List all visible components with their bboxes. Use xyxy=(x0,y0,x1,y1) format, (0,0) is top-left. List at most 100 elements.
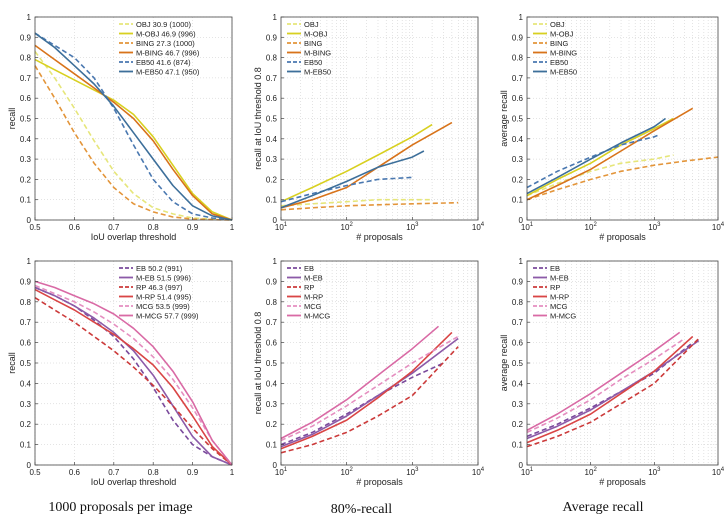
x-tick-label: 104 xyxy=(472,467,485,477)
series-line-m-mcg xyxy=(280,325,440,440)
y-axis-label: average recall xyxy=(499,335,509,392)
series-line-rp xyxy=(526,337,700,448)
legend-entry: BING xyxy=(304,39,323,48)
y-tick-label: 0.6 xyxy=(20,339,32,348)
x-tick-label: 0.6 xyxy=(69,223,81,232)
y-tick-label: 0.3 xyxy=(20,400,32,409)
y-tick-label: 0.6 xyxy=(512,94,524,103)
legend-entry: EB50 xyxy=(550,58,568,67)
legend-entry: EB xyxy=(304,264,314,273)
series-line-obj xyxy=(34,51,233,221)
series-line-m-obj xyxy=(34,58,233,221)
series-line-obj xyxy=(526,154,674,197)
series-line-m-obj xyxy=(526,117,674,197)
series-line-bing xyxy=(280,201,459,211)
legend-entry: M-EB50 xyxy=(304,68,331,77)
y-tick-label: 0.5 xyxy=(266,115,278,124)
x-tick-label: 103 xyxy=(648,222,661,232)
legend-entry: EB 50.2 (991) xyxy=(136,264,183,273)
series-line-eb xyxy=(280,362,445,446)
legend-entry: M-MCG xyxy=(304,312,330,321)
series-line-m-eb50 xyxy=(34,32,233,221)
y-tick-label: 0.9 xyxy=(20,277,32,286)
series-group xyxy=(34,32,233,221)
y-tick-label: 0.6 xyxy=(266,339,278,348)
legend-entry: RP xyxy=(304,283,314,292)
legend-entry: EB50 xyxy=(304,58,322,67)
y-axis-label: recall at IoU threshold 0.8 xyxy=(253,312,263,415)
y-tick-label: 1 xyxy=(27,13,32,22)
series-group xyxy=(34,280,233,466)
caption-left: 1000 proposals per image xyxy=(48,500,193,515)
series-line-m-bing xyxy=(526,107,694,201)
legend-entry: RP xyxy=(550,283,560,292)
legend-entry: MCG xyxy=(550,302,568,311)
series-line-m-rp xyxy=(34,288,233,466)
series-group xyxy=(280,121,459,211)
series-line-mcg xyxy=(526,337,686,434)
y-tick-label: 0.8 xyxy=(20,298,32,307)
y-tick-label: 0.3 xyxy=(266,155,278,164)
legend-entry: MCG 53.5 (999) xyxy=(136,302,190,311)
chart-panel-4: 0 0.1 0.2 0.3 0.4 0.5 0.6 0.7 0.8 0.9 1 0.5 0.6 0.7 0.… xyxy=(7,257,235,487)
legend-entry: M-RP xyxy=(304,293,323,302)
series-line-eb50 xyxy=(34,32,233,221)
series-line-m-obj xyxy=(280,123,433,203)
y-axis-label: recall xyxy=(7,108,17,130)
y-tick-label: 0 xyxy=(27,461,32,470)
chart-panel-6: 0 0.1 0.2 0.3 0.4 0.5 0.6 0.7 0.8 0.9 1 101 102 103 10… xyxy=(499,257,724,487)
series-group xyxy=(526,107,719,201)
x-tick-label: 102 xyxy=(585,222,598,232)
y-tick-label: 0.8 xyxy=(512,54,524,63)
caption-middle: 80%-recall xyxy=(330,502,393,517)
y-tick-label: 0.6 xyxy=(20,94,32,103)
legend-entry: M-BING 46.7 (996) xyxy=(136,49,200,58)
legend-entry: BING 27.3 (1000) xyxy=(136,39,195,48)
y-tick-label: 0.1 xyxy=(20,441,32,450)
y-tick-label: 0.3 xyxy=(512,155,524,164)
y-tick-label: 0.7 xyxy=(266,74,278,83)
legend-entry: OBJ xyxy=(550,20,565,29)
legend-entry: EB xyxy=(550,264,560,273)
y-tick-label: 0.7 xyxy=(20,74,32,83)
x-tick-label: 103 xyxy=(406,467,419,477)
y-tick-label: 1 xyxy=(273,257,278,266)
legend-entry: RP 46.3 (997) xyxy=(136,283,183,292)
x-axis-label: # proposals xyxy=(356,232,403,242)
x-tick-label: 0.7 xyxy=(108,223,120,232)
legend-entry: M-RP xyxy=(550,293,569,302)
y-tick-label: 0.1 xyxy=(20,196,32,205)
y-tick-label: 0 xyxy=(273,216,278,225)
x-tick-label: 102 xyxy=(341,222,354,232)
legend-entry: OBJ 30.9 (1000) xyxy=(136,20,192,29)
legend-entry: M-EB 51.5 (996) xyxy=(136,274,192,283)
legend-entry: M-EB xyxy=(304,274,323,283)
y-tick-label: 0.2 xyxy=(512,175,524,184)
y-tick-label: 0.4 xyxy=(512,135,524,144)
y-tick-label: 0 xyxy=(27,216,32,225)
y-tick-label: 0.3 xyxy=(266,400,278,409)
y-tick-label: 1 xyxy=(27,257,32,266)
legend-entry: M-EB50 47.1 (950) xyxy=(136,68,200,77)
legend-entry: M-RP 51.4 (995) xyxy=(136,293,192,302)
series-line-rp xyxy=(34,297,233,466)
series-line-bing xyxy=(34,65,233,221)
y-tick-label: 0.6 xyxy=(266,94,278,103)
legend-entry: M-OBJ 46.9 (996) xyxy=(136,30,196,39)
grid xyxy=(281,260,478,466)
grid xyxy=(281,16,478,221)
y-tick-label: 0.8 xyxy=(512,298,524,307)
x-tick-label: 101 xyxy=(521,222,534,232)
y-tick-label: 0.2 xyxy=(512,420,524,429)
series-line-m-eb xyxy=(280,337,459,448)
y-tick-label: 1 xyxy=(519,13,524,22)
y-tick-label: 0.9 xyxy=(266,277,278,286)
y-tick-label: 0.7 xyxy=(266,318,278,327)
legend-entry: MCG xyxy=(304,302,322,311)
y-tick-label: 0.1 xyxy=(512,441,524,450)
y-tick-label: 0.4 xyxy=(20,379,32,388)
legend-entry: M-BING xyxy=(550,49,577,58)
x-tick-label: 104 xyxy=(472,222,485,232)
